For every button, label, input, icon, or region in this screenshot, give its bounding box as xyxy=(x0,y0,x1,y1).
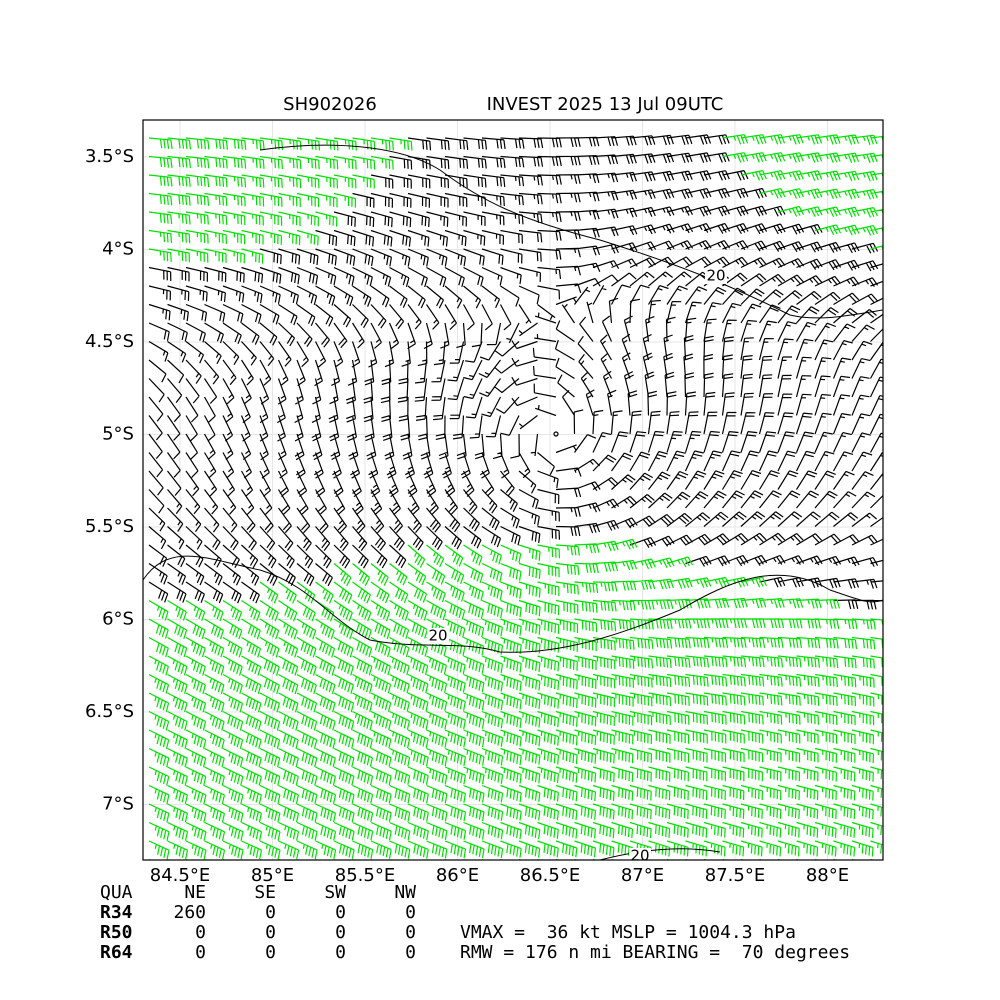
row-label: R64 xyxy=(100,942,133,963)
row-label: R50 xyxy=(100,922,133,943)
title-right: INVEST 2025 13 Jul 09UTC xyxy=(487,94,724,115)
y-tick-label: 7°S xyxy=(102,794,134,815)
y-tick-label: 4.5°S xyxy=(85,331,134,352)
x-tick-label: 86°E xyxy=(436,865,479,886)
table-header: SE xyxy=(254,882,276,903)
contour-label: 20 xyxy=(706,267,725,285)
contour-line xyxy=(143,555,883,653)
contour-label: 20 xyxy=(630,847,649,865)
x-tick-label: 85.5°E xyxy=(335,865,395,886)
y-tick-label: 5.5°S xyxy=(85,516,134,537)
axes: 84.5°E 85°E 85.5°E 86°E 86.5°E 87°E 87.5°E 88°E… xyxy=(85,146,849,886)
barbs-weak xyxy=(148,134,883,610)
wind-barbs xyxy=(148,134,883,860)
table-cell: 0 xyxy=(335,922,346,943)
table-cell: 0 xyxy=(405,902,416,923)
table-cell: 0 xyxy=(265,942,276,963)
table-header: QUA xyxy=(100,882,133,903)
y-tick-label: 6°S xyxy=(102,609,134,630)
y-tick-label: 4°S xyxy=(102,239,134,260)
table-cell: 0 xyxy=(405,942,416,963)
x-tick-label: 85°E xyxy=(251,865,294,886)
contour-label-bg xyxy=(427,628,449,644)
contour-line xyxy=(259,144,883,319)
x-tick-label: 87°E xyxy=(621,865,664,886)
contour-label-bg xyxy=(705,268,727,284)
table-header: NE xyxy=(184,882,206,903)
x-tick-label: 88°E xyxy=(806,865,849,886)
table-cell: 0 xyxy=(265,902,276,923)
contour-label-bg xyxy=(629,848,651,860)
x-tick-label: 84.5°E xyxy=(150,865,210,886)
barbs-gale xyxy=(148,134,883,860)
table-cell: 0 xyxy=(265,922,276,943)
table-header: NW xyxy=(394,882,416,903)
plot-frame xyxy=(142,119,884,861)
x-tick-label: 86.5°E xyxy=(520,865,580,886)
table-cell: 0 xyxy=(335,902,346,923)
contour-label: 20 xyxy=(428,627,447,645)
y-tick-label: 5°S xyxy=(102,424,134,445)
y-tick-label: 6.5°S xyxy=(85,701,134,722)
table-cell: 0 xyxy=(195,922,206,943)
row-label: R34 xyxy=(100,902,133,923)
table-cell: 260 xyxy=(173,902,206,923)
table-cell: 0 xyxy=(195,942,206,963)
contour-line xyxy=(599,848,721,860)
table-header: SW xyxy=(324,882,346,903)
table-cell: 0 xyxy=(335,942,346,963)
summary-line: VMAX = 36 kt MSLP = 1004.3 hPa xyxy=(460,922,796,943)
summary-line: RMW = 176 n mi BEARING = 70 degrees xyxy=(460,942,850,963)
title-left: SH902026 xyxy=(283,94,377,115)
table-cell: 0 xyxy=(405,922,416,943)
y-tick-label: 3.5°S xyxy=(85,146,134,167)
contours: 20 20 20 xyxy=(143,144,883,865)
x-tick-label: 87.5°E xyxy=(705,865,765,886)
